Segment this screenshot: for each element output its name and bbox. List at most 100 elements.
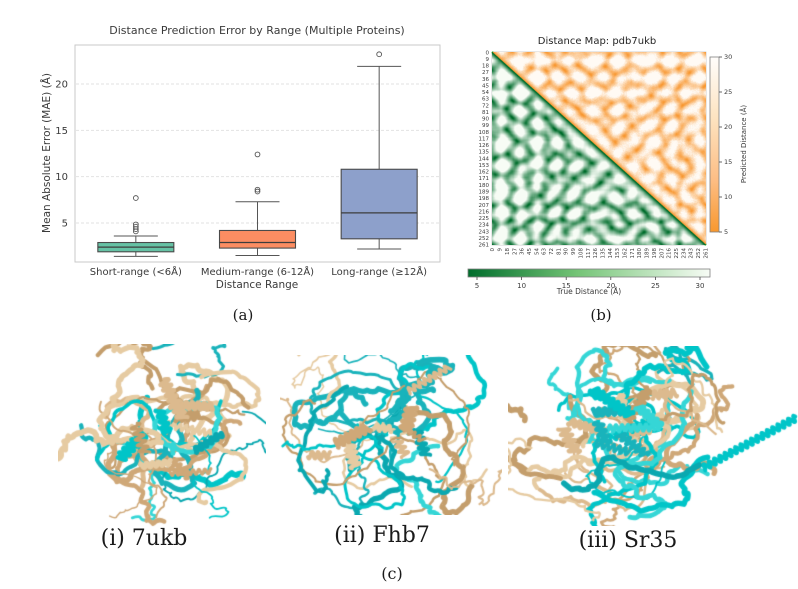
colorbar-tick-label: 30 xyxy=(724,53,732,61)
map-x-tick-label: 225 xyxy=(674,248,680,259)
map-y-tick-label: 27 xyxy=(482,70,489,76)
map-x-tick-label: 108 xyxy=(578,248,584,259)
protein-structure-sr35 xyxy=(508,346,798,526)
outlier-point xyxy=(254,188,261,195)
box xyxy=(218,229,297,249)
map-x-tick-label: 27 xyxy=(512,248,518,255)
x-category-label: Medium-range (6-12Å) xyxy=(201,265,314,278)
map-x-tick-label: 171 xyxy=(630,248,636,259)
y-tick-label: 10 xyxy=(55,172,68,183)
y-tick-label: 5 xyxy=(62,219,68,230)
map-x-tick-label: 9 xyxy=(498,248,504,252)
outlier-point xyxy=(254,151,261,158)
map-x-tick-label: 45 xyxy=(527,248,533,255)
boxplot-yaxis-label: Mean Absolute Error (MAE) (Å) xyxy=(41,73,53,233)
map-x-tick-label: 90 xyxy=(564,248,570,255)
map-x-tick-label: 99 xyxy=(571,248,577,255)
map-y-tick-label: 162 xyxy=(479,170,490,176)
boxplot-xaxis-label: Distance Range xyxy=(215,279,299,291)
colorbar-tick-label: 15 xyxy=(724,158,732,166)
map-y-tick-label: 171 xyxy=(479,176,490,182)
predicted-distance-colorbar-label: Predicted Distance (Å) xyxy=(740,104,748,184)
map-y-tick-label: 99 xyxy=(482,123,489,129)
outlier-point xyxy=(254,186,261,193)
true-distance-colorbar xyxy=(467,268,711,278)
colorbar-tick-label: 25 xyxy=(651,282,660,290)
colorbar-tick-label: 20 xyxy=(724,123,732,131)
map-y-tick-label: 126 xyxy=(479,143,490,149)
map-y-tick-label: 234 xyxy=(479,223,490,229)
map-x-tick-label: 198 xyxy=(652,248,658,259)
map-y-tick-label: 9 xyxy=(486,57,490,63)
map-y-tick-label: 0 xyxy=(486,50,490,56)
map-y-tick-label: 18 xyxy=(482,64,489,70)
structure-label-7ukb: (i) 7ukb xyxy=(100,526,188,551)
map-x-tick-label: 117 xyxy=(586,248,592,259)
map-y-tick-label: 72 xyxy=(482,103,489,109)
structure-label-fhb7: (ii) Fhb7 xyxy=(334,523,430,548)
map-x-tick-label: 234 xyxy=(681,248,687,259)
map-y-tick-label: 216 xyxy=(479,209,490,215)
colorbar-tick-label: 10 xyxy=(724,193,732,201)
colorbar-tick-label: 30 xyxy=(696,282,705,290)
map-y-tick-label: 81 xyxy=(482,110,489,116)
map-x-tick-label: 54 xyxy=(534,248,540,255)
map-x-tick-label: 153 xyxy=(615,248,621,259)
map-y-tick-label: 243 xyxy=(479,229,490,235)
true-distance-colorbar-label: True Distance (Å) xyxy=(556,287,622,296)
map-y-tick-label: 189 xyxy=(479,189,490,195)
map-y-tick-label: 198 xyxy=(479,196,490,202)
map-x-tick-label: 261 xyxy=(703,248,709,259)
map-y-tick-label: 153 xyxy=(479,163,490,169)
y-tick-label: 15 xyxy=(55,126,68,137)
map-y-tick-label: 117 xyxy=(479,136,490,142)
colorbar-tick-label: 25 xyxy=(724,88,732,96)
map-x-tick-label: 162 xyxy=(623,248,629,259)
caption-b: (b) xyxy=(590,306,612,324)
map-x-tick-label: 243 xyxy=(689,248,695,259)
outlier-point xyxy=(132,221,139,228)
outlier-point xyxy=(132,195,139,201)
map-x-tick-label: 216 xyxy=(667,248,673,259)
caption-a: (a) xyxy=(232,306,254,324)
map-y-tick-label: 63 xyxy=(482,97,489,103)
protein-structure-7ukb xyxy=(58,344,266,528)
map-y-tick-label: 252 xyxy=(479,236,490,242)
x-category-label: Long-range (≥12Å) xyxy=(331,265,427,278)
structure-label-sr35: (iii) Sr35 xyxy=(578,528,678,553)
y-tick-label: 20 xyxy=(55,79,68,90)
map-x-tick-label: 135 xyxy=(600,248,606,259)
map-x-tick-label: 207 xyxy=(659,248,665,259)
predicted-distance-colorbar xyxy=(709,56,720,233)
heatmap-title: Distance Map: pdb7ukb xyxy=(537,36,657,47)
map-x-tick-label: 144 xyxy=(608,248,614,259)
map-x-tick-label: 63 xyxy=(542,248,548,255)
colorbar-tick-label: 15 xyxy=(562,282,571,290)
caption-c: (c) xyxy=(381,564,403,583)
colorbar-tick-label: 10 xyxy=(517,282,526,290)
x-category-label: Short-range (<6Å) xyxy=(90,265,182,278)
colorbar-tick-label: 20 xyxy=(606,282,615,290)
distance-map-heatmap xyxy=(492,52,706,245)
colorbar-tick-label: 5 xyxy=(724,228,728,236)
map-y-tick-label: 180 xyxy=(479,183,490,189)
map-x-tick-label: 180 xyxy=(637,248,643,259)
map-x-tick-label: 126 xyxy=(593,248,599,259)
map-y-tick-label: 261 xyxy=(479,243,490,249)
protein-structure-fhb7 xyxy=(280,355,502,515)
boxplot-title: Distance Prediction Error by Range (Mult… xyxy=(109,24,405,37)
map-y-tick-label: 90 xyxy=(482,117,489,123)
map-y-tick-label: 36 xyxy=(482,77,489,83)
map-x-tick-label: 18 xyxy=(505,248,511,255)
map-x-tick-label: 81 xyxy=(556,248,562,255)
map-y-tick-label: 54 xyxy=(482,90,489,96)
map-x-tick-label: 189 xyxy=(645,248,651,259)
box xyxy=(340,168,418,240)
map-x-tick-label: 36 xyxy=(520,248,526,255)
outlier-point xyxy=(132,223,139,230)
map-y-tick-label: 144 xyxy=(479,156,490,162)
map-x-tick-label: 0 xyxy=(490,248,496,252)
map-y-tick-label: 225 xyxy=(479,216,490,222)
